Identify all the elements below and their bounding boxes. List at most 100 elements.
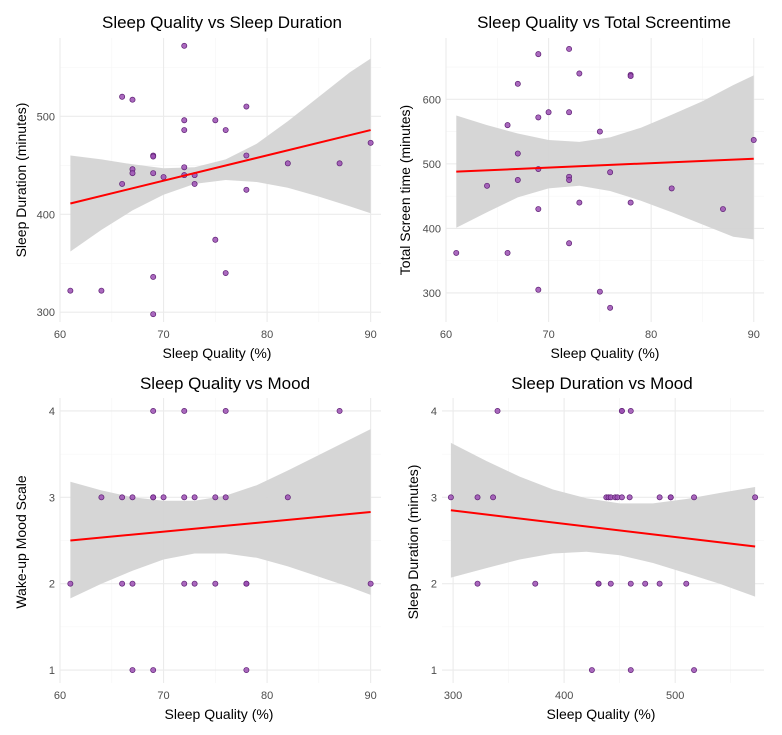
data-point xyxy=(626,494,633,501)
panel-title: Sleep Quality vs Sleep Duration xyxy=(102,13,342,32)
data-point xyxy=(284,160,291,167)
y-tick-label: 300 xyxy=(423,288,441,300)
y-tick-label: 4 xyxy=(49,406,55,418)
data-point xyxy=(514,80,521,87)
data-point xyxy=(222,494,229,501)
data-point xyxy=(535,51,542,58)
data-point xyxy=(618,408,625,414)
data-point xyxy=(129,96,136,103)
data-point xyxy=(160,494,167,501)
x-tick-label: 70 xyxy=(157,329,169,341)
data-point xyxy=(67,580,74,587)
data-point xyxy=(336,160,343,167)
y-tick-label: 1 xyxy=(49,665,55,677)
data-point xyxy=(367,139,374,146)
data-point xyxy=(532,580,539,587)
data-point xyxy=(284,494,291,501)
x-tick-label: 80 xyxy=(261,690,273,702)
confidence-band xyxy=(70,58,371,252)
data-point xyxy=(129,170,136,177)
panel-title: Sleep Duration vs Mood xyxy=(511,374,692,393)
data-point xyxy=(656,494,663,501)
data-point xyxy=(627,580,634,587)
data-point xyxy=(545,109,552,116)
x-axis-label: Sleep Quality (%) xyxy=(551,345,660,361)
data-point xyxy=(566,109,573,116)
data-point xyxy=(535,286,542,293)
x-tick-label: 500 xyxy=(666,690,684,702)
trend-line xyxy=(456,157,754,173)
data-point xyxy=(691,667,697,673)
data-point xyxy=(595,580,602,587)
data-point xyxy=(627,199,634,206)
data-point xyxy=(222,408,229,414)
data-point xyxy=(576,199,583,206)
trend-line xyxy=(70,511,371,542)
data-point xyxy=(607,169,614,176)
data-point xyxy=(98,287,105,294)
data-point xyxy=(150,494,157,501)
data-point xyxy=(212,236,219,243)
data-point xyxy=(119,580,126,587)
y-axis-label: Total Screen time (minutes) xyxy=(397,105,413,275)
panel-sleep-quality-vs-total-screentime: 60 70 80 90 300 400 500 600 Sleep Quality vs To… xyxy=(397,13,764,361)
panel-sleep-quality-vs-sleep-duration: 60 70 80 90 300 400 500 Sleep Quality vs Sleep… xyxy=(13,13,381,361)
y-tick-label: 300 xyxy=(37,307,55,319)
data-point xyxy=(667,494,674,501)
confidence-band xyxy=(450,442,756,597)
data-point xyxy=(181,408,188,414)
data-point xyxy=(367,580,374,587)
x-axis-label: Sleep Quality (%) xyxy=(547,706,656,722)
x-tick-label: 60 xyxy=(54,690,66,702)
data-point xyxy=(720,206,726,212)
data-point xyxy=(474,580,481,587)
plot-area: 60 70 80 90 300 400 500 600 xyxy=(423,38,764,341)
data-point xyxy=(150,311,157,318)
data-point xyxy=(607,580,614,587)
data-point xyxy=(119,494,126,501)
data-point xyxy=(683,580,690,587)
data-point xyxy=(752,494,759,501)
data-point xyxy=(668,185,675,192)
x-tick-label: 80 xyxy=(645,329,657,341)
data-point xyxy=(191,494,198,501)
data-point xyxy=(596,128,603,135)
data-point xyxy=(222,127,229,134)
data-point xyxy=(181,117,188,124)
confidence-band xyxy=(456,75,754,240)
x-tick-label: 90 xyxy=(748,329,760,341)
data-point xyxy=(181,42,188,49)
y-tick-label: 3 xyxy=(431,492,437,504)
x-tick-label: 400 xyxy=(555,690,573,702)
data-point xyxy=(750,137,757,143)
panel-sleep-quality-vs-mood: 60 70 80 90 1 2 3 4 Sleep Quality vs Mood Sleep… xyxy=(13,374,381,722)
trend-line xyxy=(70,129,371,205)
data-point xyxy=(596,288,603,295)
data-point xyxy=(150,667,157,673)
confidence-band xyxy=(70,429,371,599)
data-point xyxy=(181,164,188,171)
data-point xyxy=(181,494,188,501)
data-point xyxy=(243,186,250,193)
x-tick-label: 70 xyxy=(542,329,554,341)
data-point xyxy=(566,240,573,247)
data-point xyxy=(336,408,343,414)
data-point xyxy=(150,274,157,280)
data-point xyxy=(191,580,198,587)
x-tick-label: 60 xyxy=(54,329,66,341)
data-point xyxy=(514,177,521,183)
y-tick-label: 4 xyxy=(431,406,437,418)
data-point xyxy=(566,177,573,183)
data-point xyxy=(129,667,136,673)
y-tick-label: 2 xyxy=(49,579,55,591)
y-tick-label: 2 xyxy=(431,579,437,591)
data-point xyxy=(514,150,521,157)
data-point xyxy=(576,70,583,77)
data-point xyxy=(656,580,663,587)
data-point xyxy=(212,494,219,501)
data-point xyxy=(243,667,250,673)
data-point xyxy=(504,122,511,129)
data-point xyxy=(191,180,198,187)
data-point xyxy=(627,667,634,673)
